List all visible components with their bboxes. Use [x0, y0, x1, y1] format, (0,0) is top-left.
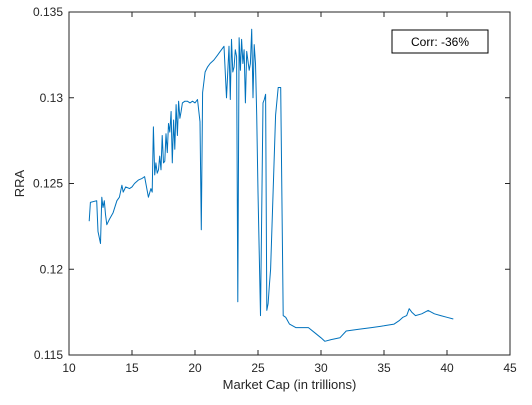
rra-series-line — [88, 28, 454, 342]
x-tick-label: 35 — [377, 361, 391, 375]
y-tick-label: 0.135 — [33, 5, 63, 19]
y-axis-ticks: 0.115 0.12 0.125 0.13 0.135 — [33, 5, 510, 362]
x-tick-label: 30 — [314, 361, 328, 375]
x-axis-ticks: 10 15 20 25 30 35 40 45 — [62, 12, 517, 375]
correlation-annotation-text: Corr: -36% — [411, 35, 469, 49]
x-tick-label: 10 — [62, 361, 76, 375]
y-tick-label: 0.13 — [40, 91, 64, 105]
correlation-annotation-box — [391, 29, 489, 54]
plot-area — [69, 12, 510, 355]
y-axis-label: RRA — [12, 169, 27, 197]
x-tick-label: 20 — [188, 361, 202, 375]
y-tick-label: 0.12 — [40, 262, 64, 276]
x-tick-label: 25 — [251, 361, 265, 375]
y-tick-label: 0.115 — [34, 348, 63, 362]
x-axis-label: Market Cap (in trillions) — [223, 377, 357, 392]
x-tick-label: 15 — [125, 361, 139, 375]
y-tick-label: 0.125 — [33, 177, 63, 191]
x-tick-label: 45 — [503, 361, 517, 375]
x-tick-label: 40 — [440, 361, 454, 375]
